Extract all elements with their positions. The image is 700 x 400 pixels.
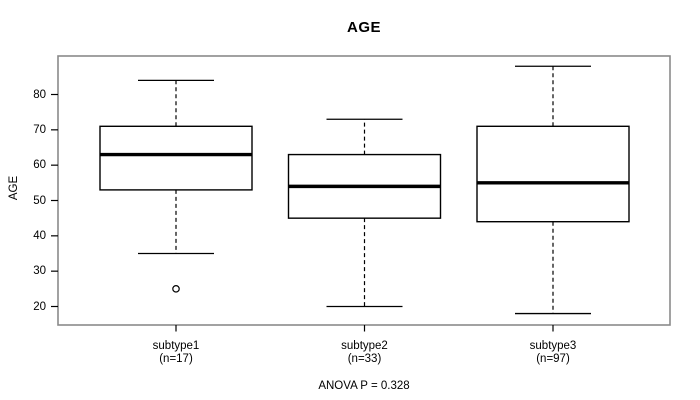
iqr-box [476, 125, 630, 223]
anova-annotation: ANOVA P = 0.328 [318, 380, 410, 392]
y-axis-tick-label: 80 [33, 88, 46, 101]
group-count: (n=17) [159, 352, 193, 365]
group-label: subtype3 (n=97) [493, 340, 613, 365]
iqr-box [99, 125, 253, 191]
group-label: subtype2 (n=33) [305, 340, 425, 365]
y-axis-tick-label: 50 [33, 194, 46, 207]
y-axis-tick-label: 40 [33, 229, 46, 242]
y-axis-tick-label: 30 [33, 265, 46, 278]
chart-title: AGE [346, 19, 381, 36]
group-count: (n=33) [347, 352, 382, 365]
outlier-point [172, 285, 180, 293]
group-name: subtype1 [152, 340, 200, 352]
group-name: subtype2 [341, 340, 388, 352]
group-count: (n=97) [536, 352, 570, 365]
y-axis-tick-label: 20 [33, 300, 46, 313]
y-axis-tick-label: 60 [33, 159, 46, 172]
group-name: subtype3 [529, 340, 577, 352]
group-label: subtype1 (n=17) [116, 340, 236, 365]
y-axis-tick-label: 70 [33, 123, 46, 136]
